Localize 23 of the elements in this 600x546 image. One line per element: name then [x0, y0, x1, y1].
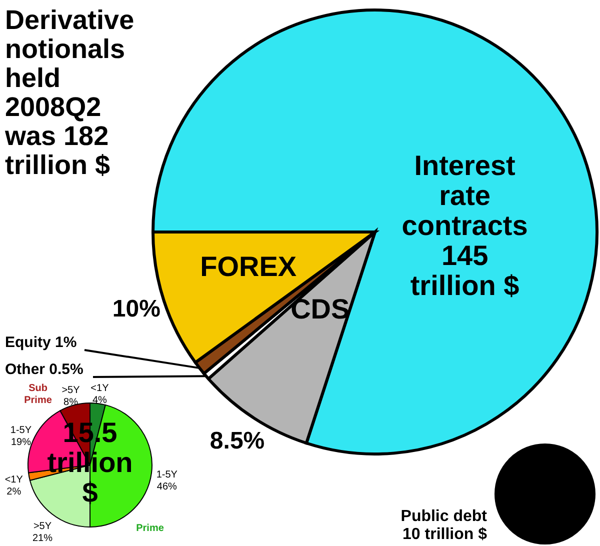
slice-label: >5Y: [33, 521, 52, 532]
slice-label: Other 0.5%: [5, 361, 84, 378]
data-label: 10 trillion $: [402, 526, 488, 543]
text: Derivative notionals held 2008Q2 was 182 trillion $: [4, 5, 134, 180]
data-label: 8%: [64, 396, 78, 408]
slice-label: <1Y: [4, 474, 24, 486]
data-label: 21%: [32, 533, 53, 544]
data-label: 46%: [156, 482, 178, 493]
data-label: 2%: [6, 486, 22, 498]
slice-label: Equity 1%: [5, 334, 77, 351]
data-label: 19%: [10, 436, 32, 448]
data-label: 10%: [112, 296, 160, 323]
text: Prime: [136, 523, 164, 534]
data-label: 4%: [92, 395, 108, 406]
text: Sub Prime: [24, 383, 52, 406]
slice-label: 1-5Y: [10, 424, 32, 436]
data-label: 8.5%: [210, 428, 265, 455]
slice-label: >5Y: [62, 384, 80, 396]
slice-label: 1-5Y: [156, 470, 178, 481]
slice-label: Public debt: [400, 508, 488, 525]
slice-label: Interest rate contracts 145 trillion $: [402, 150, 528, 301]
slice-label: <1Y: [90, 383, 110, 394]
slice-label: FOREX: [200, 251, 297, 282]
